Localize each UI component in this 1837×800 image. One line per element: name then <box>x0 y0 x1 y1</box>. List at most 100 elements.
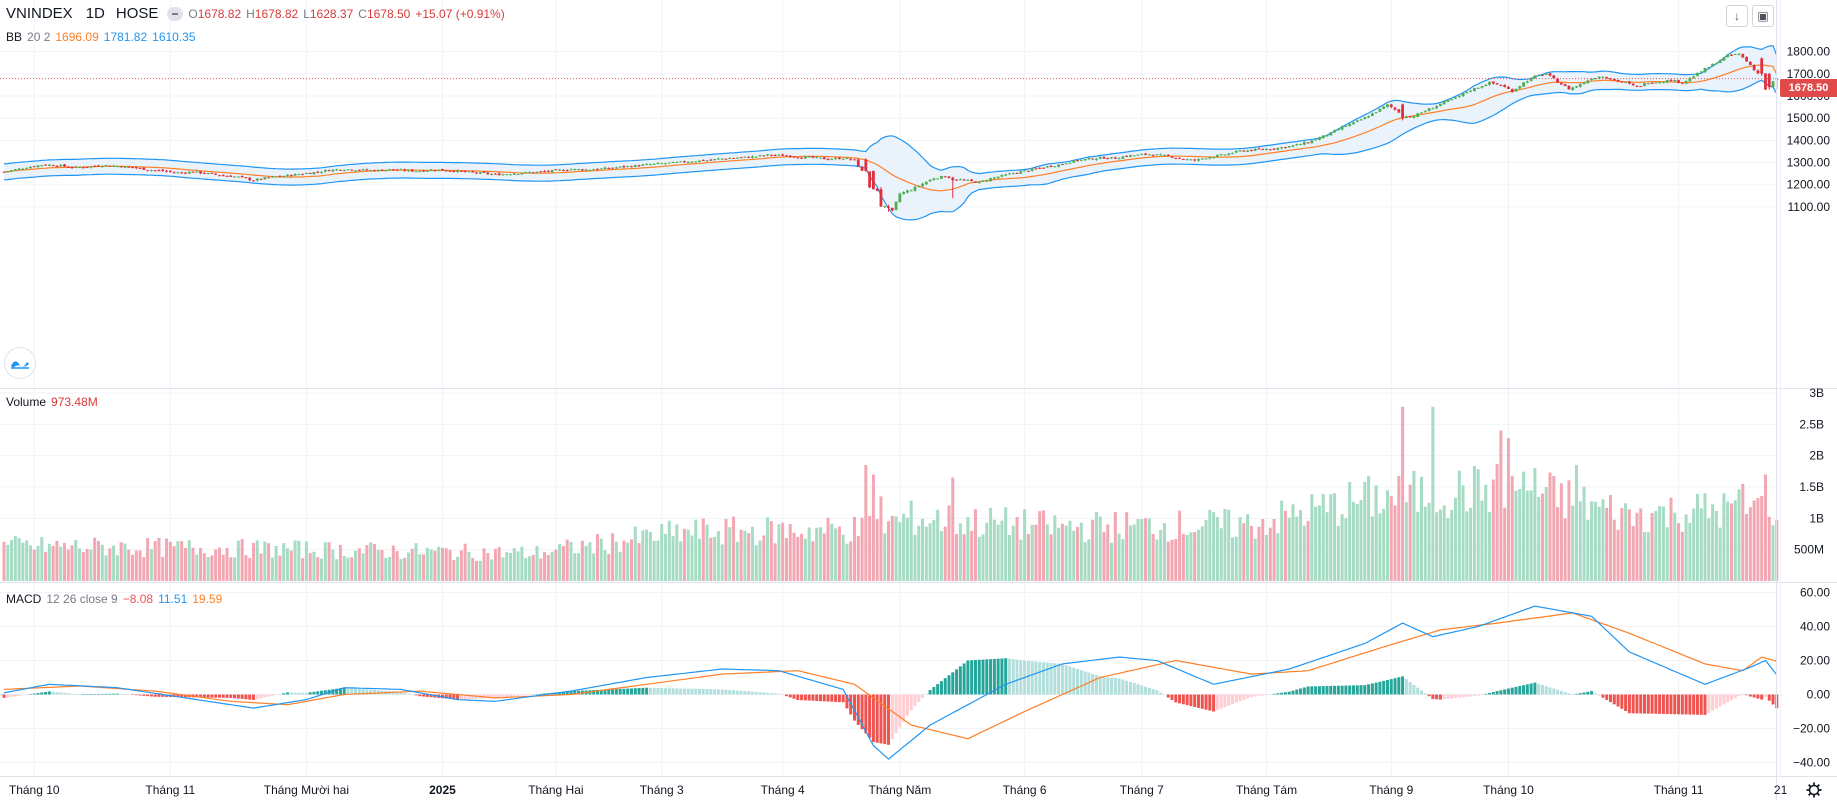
candle <box>47 163 51 167</box>
volume-bar <box>1094 511 1098 581</box>
candle <box>441 168 444 171</box>
volume-bar <box>225 547 229 581</box>
wave-logo-icon <box>11 361 29 369</box>
volume-bar <box>74 539 78 581</box>
macd-hist-bar <box>1106 677 1110 695</box>
volume-bar <box>21 542 25 581</box>
candle-body <box>1367 116 1370 118</box>
candle <box>932 177 936 181</box>
candle <box>580 168 584 172</box>
macd-line <box>3 605 1778 760</box>
volume-bar <box>1015 517 1019 581</box>
candle-body <box>951 177 955 181</box>
time-axis-label: 21 <box>1774 783 1788 797</box>
macd-hist-bar <box>1299 688 1303 695</box>
candle-body <box>1673 80 1677 82</box>
volume-bar <box>1193 532 1197 581</box>
volume-bar <box>788 523 792 581</box>
volume-bar <box>1363 481 1367 581</box>
macd-hist-bar <box>951 672 955 695</box>
candle <box>656 162 660 165</box>
low-label: L <box>303 6 310 21</box>
volume-legend[interactable]: Volume 973.48M <box>6 395 103 409</box>
bb-legend[interactable]: BB 20 2 1696.09 1781.82 1610.35 <box>6 30 201 44</box>
candle-body <box>1412 116 1416 118</box>
macd-hist-bar <box>921 694 925 698</box>
candle-body <box>977 181 981 184</box>
candle <box>1397 109 1401 114</box>
candle-body <box>1061 164 1064 166</box>
candle-body <box>860 166 864 171</box>
volume-bar <box>660 523 664 581</box>
interval-label[interactable]: 1D <box>85 5 105 22</box>
candle <box>637 164 641 167</box>
macd-hist-bar <box>936 684 940 695</box>
macd-hist-bar <box>1404 679 1408 695</box>
candle <box>123 166 127 168</box>
candle-body <box>509 174 512 176</box>
fullscreen-button[interactable]: ▣ <box>1752 5 1774 27</box>
volume-bar <box>709 537 713 581</box>
macd-hist-bar <box>732 690 736 695</box>
volume-bar <box>180 541 184 581</box>
candle-body <box>1624 82 1628 84</box>
fullscreen-icon: ▣ <box>1757 9 1769 23</box>
volume-bar <box>1537 496 1541 581</box>
volume-bar <box>1658 506 1662 581</box>
macd-legend[interactable]: MACD 12 26 close 9 −8.08 11.51 19.59 <box>6 592 227 606</box>
candle <box>1291 145 1295 148</box>
candle-body <box>1529 77 1533 81</box>
volume-bar <box>962 534 966 581</box>
candle-body <box>1355 120 1359 122</box>
candle <box>989 177 992 182</box>
candle-body <box>611 167 614 169</box>
macd-hist-bar <box>607 689 611 695</box>
download-button[interactable]: ↓ <box>1726 5 1748 27</box>
gear-icon[interactable] <box>1806 782 1822 798</box>
candle <box>558 168 562 171</box>
candle <box>1628 80 1631 85</box>
candle-body <box>1484 84 1488 87</box>
candle-body <box>667 162 671 164</box>
candle <box>815 155 819 159</box>
candle <box>418 170 422 173</box>
volume-bar <box>112 545 116 581</box>
volume-bar <box>1718 527 1722 581</box>
volume-bar <box>939 531 943 581</box>
candle-body <box>1098 157 1102 159</box>
volume-bar <box>815 527 819 581</box>
candle <box>1110 157 1113 160</box>
macd-hist-bar <box>180 694 184 698</box>
candle-body <box>467 171 471 173</box>
macd-hist-bar <box>962 663 966 695</box>
candle-body <box>1011 173 1015 175</box>
brand-logo[interactable] <box>5 348 35 378</box>
candle <box>1174 157 1178 160</box>
volume-bar <box>958 523 962 581</box>
candle <box>535 171 539 174</box>
collapse-legend-icon[interactable] <box>167 6 184 21</box>
candle-body <box>339 169 342 171</box>
volume-bar <box>1072 530 1076 581</box>
symbol-name[interactable]: VNINDEX <box>6 5 73 22</box>
candle-body <box>1136 154 1140 156</box>
candle <box>191 171 195 173</box>
candle-body <box>1079 159 1083 161</box>
candle-body <box>482 171 486 173</box>
macd-hist-bar <box>1038 661 1042 695</box>
macd-hist-bar <box>1102 676 1106 695</box>
macd-axis-label: 60.00 <box>1800 586 1830 600</box>
candle <box>263 177 267 180</box>
candle-body <box>856 159 860 167</box>
candle-body <box>1318 137 1321 140</box>
candle <box>1669 78 1673 82</box>
volume-bar <box>1302 525 1306 581</box>
candle <box>679 161 683 163</box>
volume-bar <box>1427 502 1431 581</box>
candle <box>1280 146 1284 150</box>
candle <box>992 176 996 180</box>
macd-hist-bar <box>1246 694 1250 699</box>
candle-body <box>93 165 97 167</box>
volume-bar <box>769 521 773 581</box>
